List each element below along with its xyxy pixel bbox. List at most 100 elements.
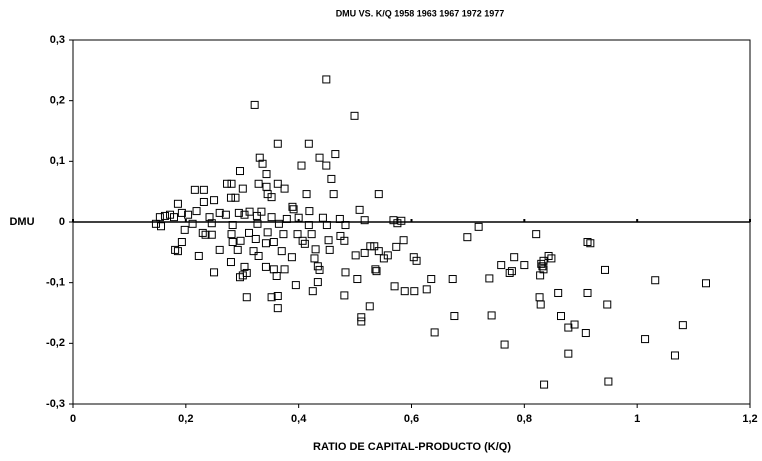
point	[294, 213, 303, 222]
point	[280, 265, 289, 274]
point	[254, 179, 263, 188]
point	[307, 230, 316, 239]
point	[520, 261, 529, 270]
point	[322, 75, 331, 84]
point	[315, 265, 324, 274]
point	[199, 185, 208, 194]
point	[485, 274, 494, 283]
point	[390, 282, 399, 291]
point	[263, 228, 272, 237]
point	[474, 222, 483, 231]
point	[287, 253, 296, 262]
point	[583, 238, 592, 247]
point	[199, 197, 208, 206]
point	[297, 161, 306, 170]
point	[400, 287, 409, 296]
point	[188, 219, 197, 228]
point	[289, 205, 298, 214]
point	[547, 254, 556, 263]
chart-title: DMU VS. K/Q 1958 1963 1967 1972 1977	[336, 8, 505, 18]
point	[253, 219, 262, 228]
point	[412, 256, 421, 265]
point	[450, 312, 459, 321]
point	[236, 236, 245, 245]
point	[180, 225, 189, 234]
point	[240, 210, 249, 219]
point	[262, 170, 271, 179]
point	[586, 239, 595, 248]
x-tick-label: 0,4	[291, 413, 307, 425]
point	[274, 219, 283, 228]
point	[177, 238, 186, 247]
point	[505, 268, 514, 277]
point	[304, 139, 313, 148]
point	[497, 261, 506, 270]
point	[226, 258, 235, 267]
point	[272, 271, 281, 280]
point	[322, 221, 331, 230]
point	[304, 221, 313, 230]
x-tick-label: 0,2	[178, 413, 193, 425]
point	[279, 230, 288, 239]
point	[233, 245, 242, 254]
point	[564, 323, 573, 332]
point	[313, 278, 322, 287]
point	[581, 329, 590, 338]
point	[371, 265, 380, 274]
point	[257, 207, 266, 216]
point	[557, 312, 566, 321]
point	[267, 193, 276, 202]
point	[315, 153, 324, 162]
point	[360, 216, 369, 225]
point	[151, 219, 160, 228]
point	[331, 150, 340, 159]
point	[355, 205, 364, 214]
point	[207, 230, 216, 239]
point	[463, 233, 472, 242]
point	[308, 287, 317, 296]
point	[500, 340, 509, 349]
x-tick-label: 1,2	[742, 413, 757, 425]
point	[261, 239, 270, 248]
point	[280, 184, 289, 193]
point	[487, 311, 496, 320]
y-tick-label: -0,3	[46, 398, 65, 410]
y-axis-title: DMU	[9, 216, 34, 228]
point	[242, 293, 251, 302]
point	[282, 214, 291, 223]
point	[701, 279, 710, 288]
point	[374, 247, 383, 256]
point	[267, 293, 276, 302]
point	[221, 210, 230, 219]
point	[357, 317, 366, 326]
point	[311, 245, 320, 254]
point	[258, 159, 267, 168]
point	[194, 251, 203, 260]
point	[360, 248, 369, 257]
point	[234, 208, 243, 217]
point	[227, 230, 236, 239]
point	[353, 275, 362, 284]
point	[370, 242, 379, 251]
point	[223, 179, 232, 188]
point	[269, 238, 278, 247]
point	[322, 161, 331, 170]
point	[670, 351, 679, 360]
point	[365, 302, 374, 311]
point	[341, 221, 350, 230]
point	[372, 267, 381, 276]
point	[393, 219, 402, 228]
point	[678, 321, 687, 330]
point	[273, 292, 282, 301]
point	[160, 211, 169, 220]
point	[651, 276, 660, 285]
point	[293, 230, 302, 239]
point	[192, 207, 201, 216]
point	[251, 234, 260, 243]
point	[169, 213, 178, 222]
point	[184, 210, 193, 219]
point	[536, 271, 545, 280]
y-tick-label: 0,2	[50, 95, 65, 107]
x-tick-label: 0,6	[404, 413, 419, 425]
